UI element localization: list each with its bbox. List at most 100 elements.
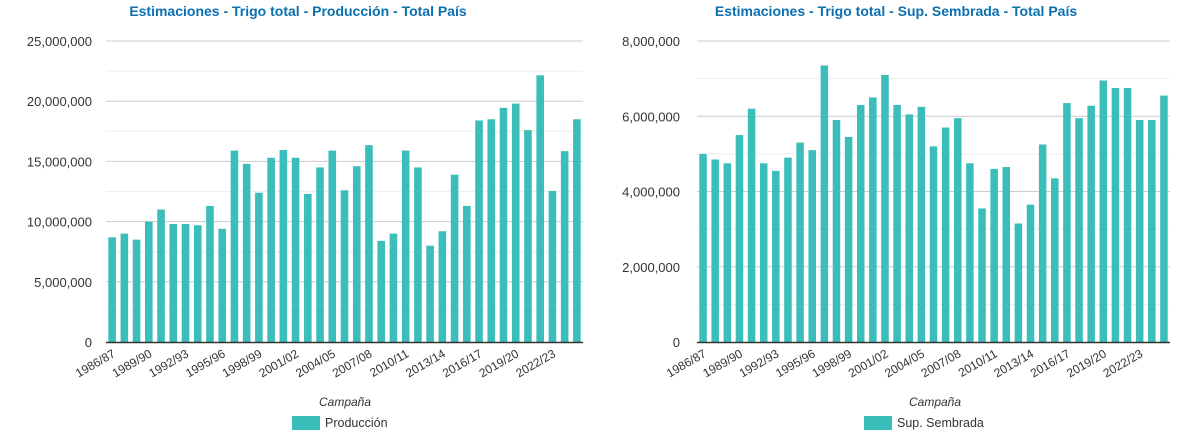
bar-2019-20[interactable] xyxy=(1099,80,1108,342)
x-tick-label: 1995/96 xyxy=(183,346,228,380)
x-tick-label: 1995/96 xyxy=(773,346,818,380)
bar-1986-87[interactable] xyxy=(108,237,116,342)
bar-1992-93[interactable] xyxy=(772,170,780,342)
bar-2014-15[interactable] xyxy=(450,174,459,342)
bar-1990-91[interactable] xyxy=(157,209,165,342)
bar-1990-91[interactable] xyxy=(747,108,756,342)
x-tick-label: 2016/17 xyxy=(1028,346,1073,380)
bar-2001-02[interactable] xyxy=(291,157,300,342)
bar-2002-03[interactable] xyxy=(304,193,312,342)
bar-2005-06[interactable] xyxy=(340,190,349,342)
bar-1994-95[interactable] xyxy=(206,205,214,342)
bar-2008-09[interactable] xyxy=(966,163,974,342)
bar-2009-10[interactable] xyxy=(978,208,986,342)
x-tick-label: 2004/05 xyxy=(882,346,927,380)
bar-2012-13[interactable] xyxy=(426,245,434,342)
bar-1993-94[interactable] xyxy=(193,225,202,342)
bar-2022-23[interactable] xyxy=(548,190,557,342)
bar-1999-00[interactable] xyxy=(856,104,865,343)
bar-2003-04[interactable] xyxy=(316,167,324,342)
bar-2006-07[interactable] xyxy=(941,127,950,342)
x-tick-label: 2007/08 xyxy=(330,346,375,380)
bar-2000-01[interactable] xyxy=(279,149,288,342)
bar-2019-20[interactable] xyxy=(511,103,520,342)
bar-2002-03[interactable] xyxy=(893,104,901,343)
bar-1998-99[interactable] xyxy=(255,192,263,342)
bar-2014-15[interactable] xyxy=(1038,144,1047,342)
bar-2012-13[interactable] xyxy=(1014,223,1023,342)
bar-2013-14[interactable] xyxy=(1026,204,1035,342)
bar-1991-92[interactable] xyxy=(759,163,768,342)
bar-1995-96[interactable] xyxy=(218,228,226,342)
bar-1992-93[interactable] xyxy=(181,224,190,342)
bar-2011-12[interactable] xyxy=(414,167,422,342)
bar-2021-22[interactable] xyxy=(1123,88,1132,342)
bar-2017-18[interactable] xyxy=(1075,118,1083,342)
bar-2009-10[interactable] xyxy=(389,233,398,342)
y-tick-label: 0 xyxy=(673,335,680,350)
legend-label: Sup. Sembrada xyxy=(897,416,984,430)
bars xyxy=(699,65,1168,343)
bar-2006-07[interactable] xyxy=(352,166,361,342)
bar-2016-17[interactable] xyxy=(1063,103,1071,342)
bar-2000-01[interactable] xyxy=(869,97,877,342)
bar-2018-19[interactable] xyxy=(499,107,508,343)
bar-2016-17[interactable] xyxy=(475,120,483,343)
bar-2024-25[interactable] xyxy=(573,119,581,342)
bar-2011-12[interactable] xyxy=(1002,167,1011,342)
bar-1989-90[interactable] xyxy=(145,221,153,342)
bar-2013-14[interactable] xyxy=(438,231,447,342)
y-tick-label: 10,000,000 xyxy=(27,215,92,230)
bar-1993-94[interactable] xyxy=(784,157,792,342)
bar-2010-11[interactable] xyxy=(990,168,998,342)
bar-2010-11[interactable] xyxy=(401,150,410,342)
y-axis-ticks: 0 5,000,000 10,000,000 15,000,000 20,000,000… xyxy=(27,34,92,350)
y-tick-label: 25,000,000 xyxy=(27,34,92,49)
bar-1996-97[interactable] xyxy=(820,65,829,343)
bar-1989-90[interactable] xyxy=(735,135,744,342)
bar-1995-96[interactable] xyxy=(808,150,816,342)
bar-1997-98[interactable] xyxy=(242,163,251,342)
bar-1996-97[interactable] xyxy=(230,150,239,342)
x-tick-label: 2013/14 xyxy=(403,346,448,380)
bar-2018-19[interactable] xyxy=(1087,105,1095,342)
bar-1998-99[interactable] xyxy=(844,136,853,342)
bar-2003-04[interactable] xyxy=(905,114,914,343)
x-tick-label: 1992/93 xyxy=(737,346,782,380)
x-tick-label: 2019/20 xyxy=(477,346,522,380)
legend-item-produccion[interactable]: Producción xyxy=(292,416,388,430)
bar-2020-21[interactable] xyxy=(1111,88,1120,342)
bar-1987-88[interactable] xyxy=(120,233,129,342)
bars xyxy=(108,75,581,343)
legend-item-sup-sembrada[interactable]: Sup. Sembrada xyxy=(864,416,984,430)
bar-1999-00[interactable] xyxy=(267,157,275,342)
bar-2023-24[interactable] xyxy=(560,151,569,342)
bar-1991-92[interactable] xyxy=(169,224,178,342)
bar-2023-24[interactable] xyxy=(1148,120,1156,342)
bar-1994-95[interactable] xyxy=(796,142,804,342)
bar-2007-08[interactable] xyxy=(953,118,962,342)
bar-2005-06[interactable] xyxy=(929,146,938,342)
x-tick-label: 2016/17 xyxy=(440,346,485,380)
bar-1987-88[interactable] xyxy=(711,159,719,342)
bar-1988-89[interactable] xyxy=(723,163,732,342)
bar-2004-05[interactable] xyxy=(917,106,926,342)
x-tick-label: 1992/93 xyxy=(146,346,191,380)
bar-2015-16[interactable] xyxy=(1051,178,1059,342)
bar-1997-98[interactable] xyxy=(832,120,841,342)
bar-2008-09[interactable] xyxy=(377,240,385,342)
bar-2021-22[interactable] xyxy=(536,75,544,343)
bar-2020-21[interactable] xyxy=(524,130,532,342)
bar-2022-23[interactable] xyxy=(1135,120,1144,342)
bar-2017-18[interactable] xyxy=(487,119,496,342)
y-tick-label: 4,000,000 xyxy=(622,185,680,200)
bar-1986-87[interactable] xyxy=(699,153,707,342)
bar-2007-08[interactable] xyxy=(365,145,373,342)
x-tick-label: 2001/02 xyxy=(846,346,891,380)
bar-2015-16[interactable] xyxy=(463,205,471,342)
bar-2024-25[interactable] xyxy=(1160,95,1168,343)
bar-2001-02[interactable] xyxy=(881,74,889,343)
bar-1988-89[interactable] xyxy=(132,239,141,342)
chart-title: Estimaciones - Trigo total - Producción … xyxy=(129,3,467,19)
bar-2004-05[interactable] xyxy=(328,150,337,342)
